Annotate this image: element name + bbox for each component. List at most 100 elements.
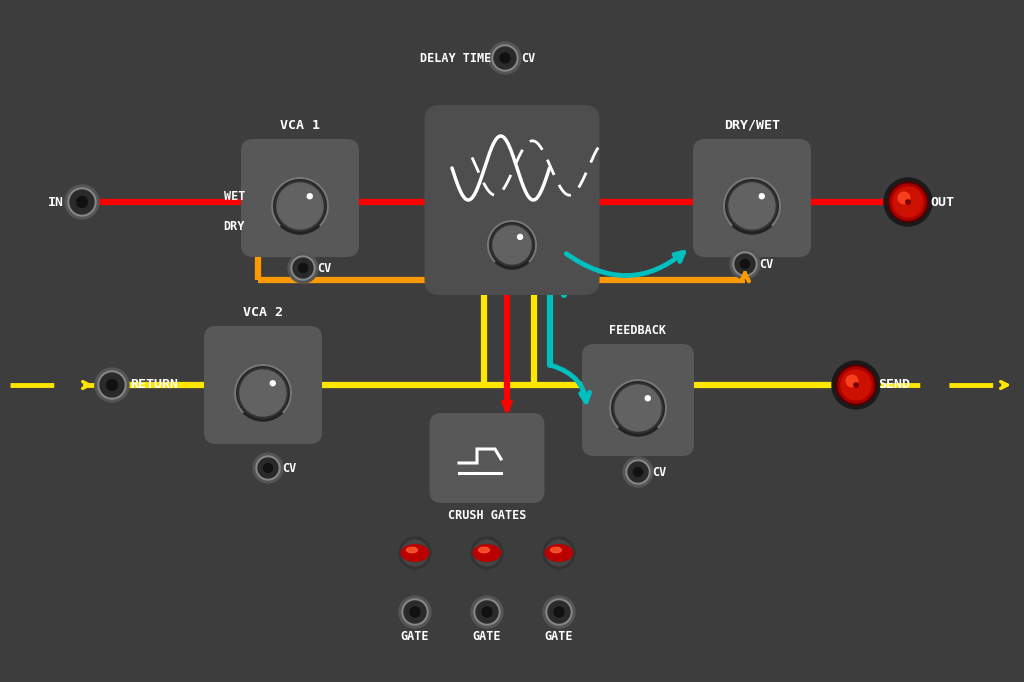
Circle shape [263,464,272,473]
Circle shape [543,537,575,569]
Text: CV: CV [652,466,667,479]
Circle shape [729,183,775,229]
Circle shape [724,178,780,234]
Circle shape [628,462,648,482]
Circle shape [482,607,492,617]
Circle shape [730,249,760,279]
Text: CV: CV [759,258,773,271]
Text: IN: IN [48,196,63,209]
Circle shape [543,596,575,628]
Text: DRY: DRY [223,220,245,233]
Circle shape [258,458,278,478]
Text: OUT: OUT [930,196,954,209]
Circle shape [474,599,500,625]
Circle shape [893,187,923,217]
Text: CV: CV [282,462,296,475]
Circle shape [471,537,503,569]
Circle shape [288,253,318,283]
Circle shape [410,607,420,617]
Text: DRY/WET: DRY/WET [724,119,780,132]
Circle shape [95,368,129,402]
Circle shape [278,183,323,229]
Circle shape [402,540,428,566]
Ellipse shape [545,545,572,561]
Text: SEND: SEND [878,379,910,391]
FancyBboxPatch shape [429,413,545,503]
Ellipse shape [473,545,501,561]
Circle shape [854,383,858,387]
Circle shape [494,47,516,69]
Circle shape [489,42,521,74]
Circle shape [546,599,572,625]
Circle shape [759,194,764,198]
FancyBboxPatch shape [582,344,694,456]
Circle shape [623,457,653,487]
Circle shape [474,540,500,566]
Circle shape [836,365,876,405]
Circle shape [299,263,307,273]
Text: WET: WET [223,190,245,203]
Circle shape [846,375,858,387]
Circle shape [548,601,570,623]
Circle shape [307,194,312,198]
Text: RETURN: RETURN [130,379,178,391]
FancyBboxPatch shape [425,105,599,295]
Circle shape [493,226,531,264]
Circle shape [399,596,431,628]
Circle shape [733,252,757,276]
Ellipse shape [407,547,418,552]
Circle shape [626,460,650,484]
Circle shape [270,381,275,386]
Text: FEEDBACK: FEEDBACK [609,324,667,337]
Circle shape [256,456,280,480]
Circle shape [404,601,426,623]
Circle shape [906,200,910,204]
Circle shape [272,178,328,234]
Circle shape [77,196,87,207]
Circle shape [546,540,572,566]
Circle shape [293,258,313,278]
Circle shape [841,370,871,400]
Circle shape [517,235,522,239]
Circle shape [100,373,124,397]
Circle shape [234,365,291,421]
Circle shape [275,181,325,231]
Text: GATE: GATE [400,630,429,643]
Text: CV: CV [521,52,536,65]
Circle shape [488,221,536,269]
Circle shape [884,178,932,226]
Circle shape [735,254,755,274]
Circle shape [65,185,99,219]
Ellipse shape [478,547,489,552]
Circle shape [831,361,880,409]
Circle shape [98,371,126,399]
Circle shape [500,53,510,63]
Circle shape [888,182,928,222]
Circle shape [492,45,518,71]
Circle shape [890,184,926,220]
Circle shape [471,596,503,628]
Circle shape [476,601,498,623]
Circle shape [253,453,283,483]
Circle shape [399,537,431,569]
Circle shape [898,192,909,204]
Circle shape [106,380,118,390]
Circle shape [645,396,650,401]
Circle shape [402,599,428,625]
Circle shape [68,188,96,216]
Circle shape [291,256,315,280]
Text: VCA 2: VCA 2 [243,306,283,319]
Text: DELAY TIME: DELAY TIME [420,52,490,65]
Circle shape [613,383,663,433]
Circle shape [490,224,534,266]
FancyBboxPatch shape [204,326,322,444]
Circle shape [740,259,750,269]
Circle shape [238,368,288,418]
Circle shape [838,367,874,403]
FancyBboxPatch shape [693,139,811,257]
Circle shape [615,385,662,431]
Circle shape [554,607,564,617]
Circle shape [70,190,94,214]
Text: CV: CV [317,261,331,274]
Circle shape [240,370,286,416]
